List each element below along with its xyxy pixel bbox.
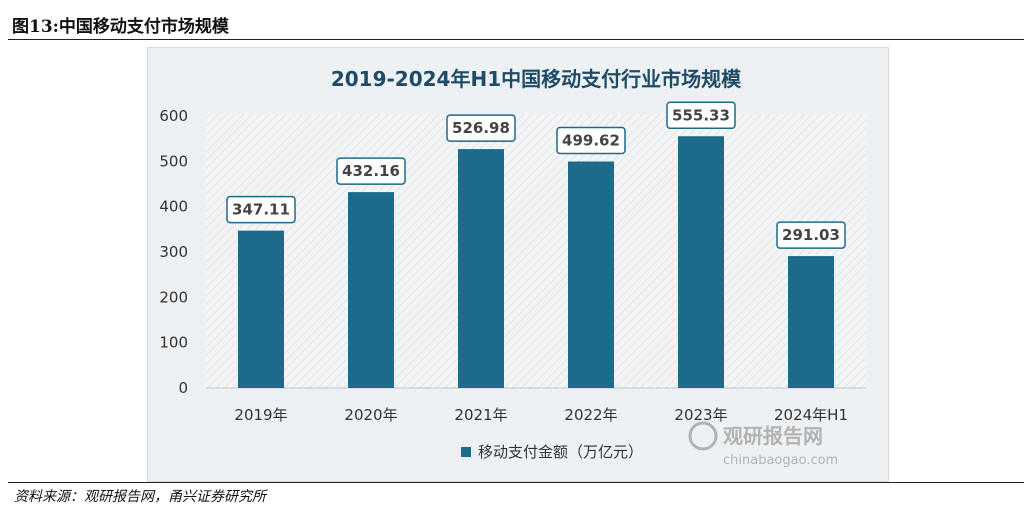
- data-label-text: 526.98: [452, 119, 510, 137]
- plot-area: [206, 114, 866, 389]
- data-label: 291.03: [776, 221, 846, 249]
- watermark-name: 观研报告网: [723, 424, 823, 448]
- source-note: 资料来源：观研报告网，甬兴证券研究所: [14, 489, 266, 505]
- data-label-box: [336, 157, 406, 185]
- figure-title: 图13:中国移动支付市场规模: [12, 17, 229, 37]
- y-tick-label: 500: [159, 152, 188, 170]
- data-label: 347.11: [226, 195, 296, 224]
- data-label-box: [226, 195, 296, 224]
- data-label: 555.33: [666, 101, 736, 130]
- chart-panel: 2019-2024年H1中国移动支付行业市场规模 0 100 200 300 400 50…: [147, 47, 889, 482]
- legend-label: 移动支付金额（万亿元）: [478, 443, 643, 461]
- x-tick-label: 2024年H1: [774, 406, 848, 424]
- x-tick-label: 2023年: [674, 406, 727, 424]
- data-label-text: 291.03: [782, 226, 840, 244]
- data-label-text: 499.62: [562, 132, 620, 150]
- data-label-text: 347.11: [232, 201, 290, 219]
- bar: [348, 192, 394, 388]
- bar: [788, 256, 834, 388]
- data-label: 499.62: [556, 126, 626, 155]
- x-tick-label: 2019年: [234, 406, 287, 424]
- y-tick-label: 0: [178, 379, 188, 397]
- legend-swatch: [461, 447, 471, 457]
- bottom-rule: [8, 482, 1024, 483]
- data-label: 432.16: [336, 157, 406, 185]
- data-label-box: [556, 126, 626, 155]
- top-rule: [8, 39, 1024, 40]
- bar: [458, 149, 504, 388]
- data-label-box: [666, 101, 736, 130]
- bar: [238, 230, 284, 388]
- watermark-logo-icon: [688, 421, 718, 451]
- bar: [568, 161, 614, 388]
- data-label-text: 555.33: [672, 106, 730, 124]
- data-label-text: 432.16: [342, 162, 400, 180]
- y-tick-label: 200: [159, 288, 188, 306]
- x-tick-label: 2020年: [344, 406, 397, 424]
- legend: 移动支付金额（万亿元）: [461, 443, 643, 461]
- watermark: 观研报告网 chinabaogao.com: [688, 421, 838, 468]
- bar-chart: 2019-2024年H1中国移动支付行业市场规模 0 100 200 300 400 50…: [159, 67, 866, 468]
- y-tick-label: 600: [159, 107, 188, 125]
- y-tick-label: 300: [159, 243, 188, 261]
- chart-title: 2019-2024年H1中国移动支付行业市场规模: [331, 67, 742, 91]
- data-label: 526.98: [446, 114, 516, 142]
- data-label-box: [446, 114, 516, 142]
- y-tick-label: 400: [159, 198, 188, 216]
- watermark-url: chinabaogao.com: [723, 453, 838, 468]
- x-tick-label: 2021年: [454, 406, 507, 424]
- y-tick-label: 100: [159, 334, 188, 352]
- bar: [678, 136, 724, 388]
- data-label-box: [776, 221, 846, 249]
- x-tick-label: 2022年: [564, 406, 617, 424]
